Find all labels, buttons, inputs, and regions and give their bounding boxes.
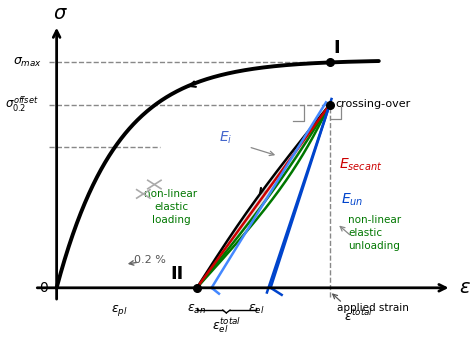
Polygon shape [197, 105, 329, 288]
Text: $\varepsilon$: $\varepsilon$ [459, 278, 471, 297]
Text: II: II [171, 265, 184, 283]
Text: $\sigma_{max}$: $\sigma_{max}$ [13, 56, 42, 69]
Text: $E_{un}$: $E_{un}$ [341, 192, 363, 208]
Text: $\varepsilon^{total}$: $\varepsilon^{total}$ [345, 308, 374, 324]
Text: $\varepsilon_{pl}$: $\varepsilon_{pl}$ [111, 303, 128, 318]
Text: $E_{secant}$: $E_{secant}$ [339, 157, 382, 173]
Text: $\varepsilon_{el}^{total}$: $\varepsilon_{el}^{total}$ [212, 315, 241, 335]
Text: 0.2 %: 0.2 % [134, 255, 166, 265]
Text: $\sigma$: $\sigma$ [53, 3, 68, 22]
Text: 0: 0 [39, 281, 47, 295]
Text: I: I [333, 38, 340, 56]
Text: $\varepsilon_{el}$: $\varepsilon_{el}$ [247, 303, 264, 316]
Text: non-linear
elastic
loading: non-linear elastic loading [145, 189, 198, 225]
Text: non-linear
elastic
unloading: non-linear elastic unloading [348, 215, 401, 251]
Text: $\sigma_{0.2}^{offset}$: $\sigma_{0.2}^{offset}$ [5, 95, 38, 114]
Text: $E_i$: $E_i$ [219, 130, 232, 146]
Text: $\varepsilon_{an}$: $\varepsilon_{an}$ [187, 303, 206, 316]
Text: applied strain: applied strain [337, 303, 409, 313]
Text: crossing-over: crossing-over [335, 99, 410, 108]
